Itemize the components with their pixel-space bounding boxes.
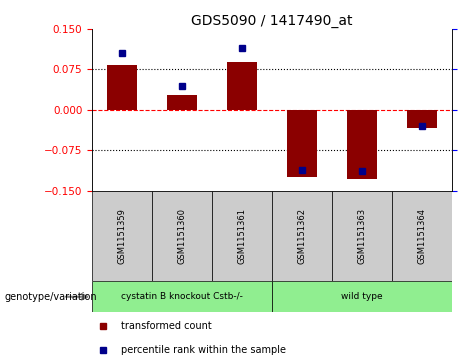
Text: transformed count: transformed count <box>121 321 212 331</box>
Text: GSM1151361: GSM1151361 <box>237 208 247 264</box>
Text: wild type: wild type <box>341 292 383 301</box>
Text: GSM1151363: GSM1151363 <box>357 208 366 264</box>
Bar <box>347 110 377 179</box>
Bar <box>92 281 272 312</box>
Bar <box>332 191 392 281</box>
Text: genotype/variation: genotype/variation <box>5 292 97 302</box>
Text: GSM1151359: GSM1151359 <box>118 208 127 264</box>
Bar <box>272 191 332 281</box>
Text: cystatin B knockout Cstb-/-: cystatin B knockout Cstb-/- <box>121 292 243 301</box>
Bar <box>152 191 212 281</box>
Text: GSM1151364: GSM1151364 <box>417 208 426 264</box>
Bar <box>272 281 452 312</box>
Bar <box>107 65 137 110</box>
Text: GSM1151360: GSM1151360 <box>177 208 187 264</box>
Bar <box>392 191 452 281</box>
Bar <box>92 191 152 281</box>
Title: GDS5090 / 1417490_at: GDS5090 / 1417490_at <box>191 14 353 28</box>
Bar <box>212 191 272 281</box>
Bar <box>167 95 197 110</box>
Bar <box>407 110 437 127</box>
Text: percentile rank within the sample: percentile rank within the sample <box>121 345 286 355</box>
Bar <box>287 110 317 177</box>
Bar <box>227 62 257 110</box>
Text: GSM1151362: GSM1151362 <box>297 208 307 264</box>
